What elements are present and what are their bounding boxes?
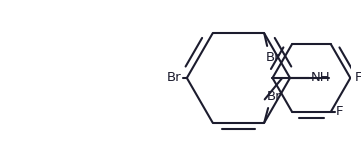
Text: NH: NH	[310, 71, 330, 85]
Text: Br: Br	[166, 71, 181, 85]
Text: F: F	[336, 105, 343, 118]
Text: F: F	[355, 71, 361, 85]
Text: Br: Br	[266, 51, 281, 64]
Text: Br: Br	[267, 90, 282, 103]
